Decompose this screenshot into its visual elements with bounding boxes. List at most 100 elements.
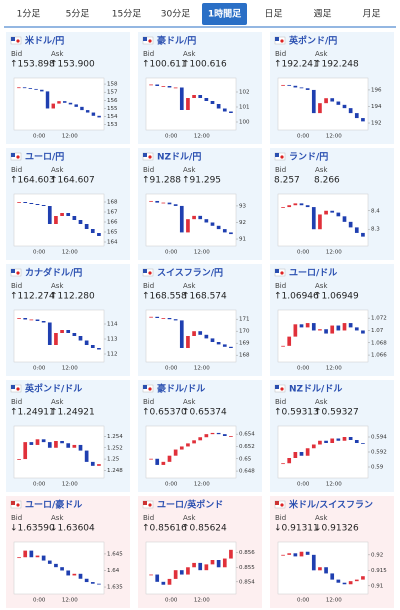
flag-dot <box>16 387 20 391</box>
x-tick-label: 12:00 <box>326 366 342 372</box>
flag-mark <box>11 501 15 505</box>
candle <box>97 583 101 585</box>
bid-label: Bid <box>11 514 22 522</box>
candle <box>210 101 215 104</box>
pair-name: 英ポンド/ドル <box>24 383 82 395</box>
ask-label: Ask <box>51 50 64 58</box>
flag-mark <box>11 269 15 273</box>
flag-mark <box>143 385 147 389</box>
candle <box>179 205 184 233</box>
candle <box>336 579 341 583</box>
bid-value: ↑0.85616 <box>142 524 187 534</box>
candle <box>281 207 285 208</box>
candle <box>78 220 83 224</box>
candle <box>23 202 28 203</box>
tab[interactable]: 30分足 <box>161 9 190 20</box>
chart-bg <box>145 309 237 363</box>
x-tick-label: 0:00 <box>297 366 310 372</box>
x-tick-label: 0:00 <box>33 366 46 372</box>
tab[interactable]: 週足 <box>313 9 331 20</box>
tab[interactable]: 1分足 <box>17 9 41 20</box>
candle <box>84 450 89 462</box>
y-tick-label: 0.855 <box>239 565 255 571</box>
ask-value: ↓1.63604 <box>50 524 95 534</box>
candle <box>229 111 233 113</box>
tab[interactable]: 日足 <box>264 9 282 20</box>
tab[interactable]: 15分足 <box>112 9 141 20</box>
ask-value: ↑1.06949 <box>314 292 359 302</box>
candle <box>47 560 52 564</box>
candle <box>41 321 46 323</box>
candle <box>90 345 95 348</box>
bid-value: ↑1.24911 <box>10 408 55 418</box>
y-tick-label: 0.91 <box>371 583 383 589</box>
tab[interactable]: 1時間足 <box>202 3 247 25</box>
candle <box>305 205 310 208</box>
x-tick-label: 12:00 <box>194 250 210 256</box>
candle <box>204 564 209 571</box>
chart-bg <box>145 541 237 595</box>
candle <box>287 205 292 208</box>
bid-label: Bid <box>275 282 286 290</box>
candle <box>330 98 335 102</box>
candle <box>222 434 227 436</box>
candle <box>222 229 227 233</box>
ask-value: ↑0.85624 <box>182 524 227 534</box>
candle <box>85 110 90 113</box>
tab[interactable]: 5分足 <box>66 9 90 20</box>
candle <box>222 108 227 112</box>
y-tick-label: 169 <box>239 341 250 347</box>
tab[interactable]: 月足 <box>362 9 380 20</box>
candle <box>167 86 172 88</box>
y-tick-label: 0.594 <box>371 435 387 441</box>
ask-label: Ask <box>315 50 328 58</box>
candle <box>72 216 77 220</box>
candle <box>54 333 58 345</box>
candle <box>204 434 209 438</box>
candle <box>318 103 322 114</box>
candle <box>74 104 78 107</box>
x-tick-label: 0:00 <box>297 482 310 488</box>
y-tick-label: 112 <box>107 352 118 358</box>
candle <box>97 233 101 236</box>
candle <box>198 95 203 98</box>
candle <box>45 91 50 109</box>
candle <box>161 581 166 585</box>
bid-value: ↓0.91311 <box>274 524 319 534</box>
bid-value: ↑91.288 <box>142 176 181 186</box>
y-tick-label: 158 <box>107 82 118 88</box>
bid-label: Bid <box>11 282 22 290</box>
y-tick-label: 91 <box>239 237 246 243</box>
bid-value: ↑168.558 <box>142 292 187 302</box>
candle <box>348 437 353 440</box>
candle <box>149 200 153 202</box>
candle <box>299 551 304 557</box>
candle <box>54 563 58 568</box>
candle <box>68 102 73 105</box>
y-tick-label: 0.648 <box>239 469 255 475</box>
y-tick-label: 100 <box>239 120 250 126</box>
candle <box>330 573 335 580</box>
candle <box>318 214 322 230</box>
ask-label: Ask <box>51 514 64 522</box>
bid-label: Bid <box>275 50 286 58</box>
candle <box>54 440 58 448</box>
y-tick-label: 1.248 <box>107 468 123 474</box>
flag-mark <box>11 385 15 389</box>
